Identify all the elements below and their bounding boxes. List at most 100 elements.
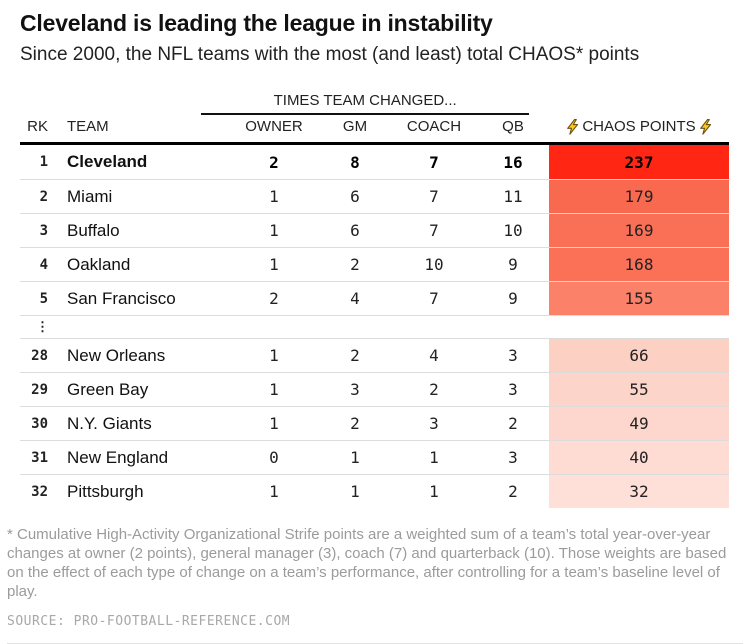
coach-cell: 7 xyxy=(429,152,439,172)
qb-cell: 10 xyxy=(503,221,523,240)
owner-cell: 1 xyxy=(269,187,279,206)
chaos-cell: 55 xyxy=(549,373,729,406)
column-group-label: TIMES TEAM CHANGED... xyxy=(201,92,530,115)
qb-cell: 2 xyxy=(508,482,518,501)
rank-cell: 4 xyxy=(39,256,48,273)
table-row-miami: 2 Miami 1 6 7 11 179 xyxy=(20,179,729,213)
owner-cell: 1 xyxy=(269,346,279,365)
gm-cell: 6 xyxy=(350,221,360,240)
gm-cell: 8 xyxy=(350,152,360,172)
table-ellipsis-row: ⋮ xyxy=(20,315,729,338)
owner-cell: 1 xyxy=(269,414,279,433)
coach-cell: 7 xyxy=(429,221,439,240)
col-header-rank: RK xyxy=(27,118,48,135)
table-header-row: RK TEAM OWNER GM COACH QB CHAOS POINTS xyxy=(20,115,729,145)
table-spanner-row: TIMES TEAM CHANGED... xyxy=(20,92,729,115)
coach-cell: 4 xyxy=(429,346,439,365)
rank-cell: 3 xyxy=(39,222,48,239)
coach-cell: 7 xyxy=(429,289,439,308)
chaos-cell: 66 xyxy=(549,339,729,372)
col-header-owner: OWNER xyxy=(245,118,303,135)
coach-cell: 3 xyxy=(429,414,439,433)
chaos-cell: 179 xyxy=(549,180,729,213)
table-row-green-bay: 29 Green Bay 1 3 2 3 55 xyxy=(20,372,729,406)
team-cell: Buffalo xyxy=(67,220,120,240)
chaos-cell: 155 xyxy=(549,282,729,315)
col-header-gm: GM xyxy=(342,118,368,135)
owner-cell: 1 xyxy=(269,221,279,240)
rank-cell: 29 xyxy=(31,381,48,398)
rank-cell: 1 xyxy=(39,154,48,170)
table-row-san-francisco: 5 San Francisco 2 4 7 9 155 xyxy=(20,281,729,315)
qb-cell: 2 xyxy=(508,414,518,433)
owner-cell: 0 xyxy=(269,448,279,467)
page-title: Cleveland is leading the league in insta… xyxy=(20,10,493,36)
chaos-table: TIMES TEAM CHANGED... RK TEAM OWNER GM C… xyxy=(20,92,729,508)
chaos-cell: 237 xyxy=(549,145,729,179)
rank-cell: 5 xyxy=(39,290,48,307)
table-row-oakland: 4 Oakland 1 2 10 9 168 xyxy=(20,247,729,281)
team-cell: Oakland xyxy=(67,254,131,274)
table-row-pittsburgh: 32 Pittsburgh 1 1 1 2 32 xyxy=(20,474,729,508)
qb-cell: 3 xyxy=(508,346,518,365)
lightning-bolt-icon xyxy=(699,118,712,135)
qb-cell: 3 xyxy=(508,380,518,399)
source-credit: SOURCE: PRO-FOOTBALL-REFERENCE.COM xyxy=(7,614,291,629)
team-cell: San Francisco xyxy=(67,288,176,308)
rank-cell: 30 xyxy=(31,415,48,432)
qb-cell: 16 xyxy=(503,152,523,172)
table-row-buffalo: 3 Buffalo 1 6 7 10 169 xyxy=(20,213,729,247)
qb-cell: 11 xyxy=(503,187,523,206)
col-header-qb: QB xyxy=(502,118,524,135)
chaos-table-graphic: Cleveland is leading the league in insta… xyxy=(0,10,748,644)
table-row-new-england: 31 New England 0 1 1 3 40 xyxy=(20,440,729,474)
col-header-chaos-label: CHAOS POINTS xyxy=(582,118,696,135)
rank-cell: 32 xyxy=(31,483,48,500)
owner-cell: 1 xyxy=(269,255,279,274)
chaos-cell: 168 xyxy=(549,248,729,281)
coach-cell: 1 xyxy=(429,482,439,501)
table-row-ny-giants: 30 N.Y. Giants 1 2 3 2 49 xyxy=(20,406,729,440)
owner-cell: 2 xyxy=(269,289,279,308)
coach-cell: 10 xyxy=(424,255,444,274)
qb-cell: 3 xyxy=(508,448,518,467)
gm-cell: 1 xyxy=(350,448,360,467)
page-subtitle: Since 2000, the NFL teams with the most … xyxy=(20,44,640,65)
owner-cell: 1 xyxy=(269,482,279,501)
chaos-cell: 49 xyxy=(549,407,729,440)
owner-cell: 2 xyxy=(269,152,279,172)
team-cell: New England xyxy=(67,447,169,467)
team-cell: Pittsburgh xyxy=(67,481,144,501)
gm-cell: 6 xyxy=(350,187,360,206)
ellipsis-glyph: ⋮ xyxy=(36,319,49,335)
col-header-coach: COACH xyxy=(406,118,462,135)
team-cell: N.Y. Giants xyxy=(67,413,152,433)
coach-cell: 1 xyxy=(429,448,439,467)
qb-cell: 9 xyxy=(508,289,518,308)
chaos-cell: 169 xyxy=(549,214,729,247)
qb-cell: 9 xyxy=(508,255,518,274)
gm-cell: 2 xyxy=(350,414,360,433)
col-header-chaos: CHAOS POINTS xyxy=(549,118,729,135)
gm-cell: 1 xyxy=(350,482,360,501)
gm-cell: 4 xyxy=(350,289,360,308)
team-cell: Miami xyxy=(67,186,113,206)
rank-cell: 2 xyxy=(39,188,48,205)
gm-cell: 3 xyxy=(350,380,360,399)
team-cell: New Orleans xyxy=(67,345,166,365)
rank-cell: 28 xyxy=(31,347,48,364)
gm-cell: 2 xyxy=(350,255,360,274)
col-header-team: TEAM xyxy=(67,118,109,135)
team-cell: Green Bay xyxy=(67,379,149,399)
coach-cell: 2 xyxy=(429,380,439,399)
chaos-cell: 32 xyxy=(549,475,729,508)
coach-cell: 7 xyxy=(429,187,439,206)
rank-cell: 31 xyxy=(31,449,48,466)
lightning-bolt-icon xyxy=(566,118,579,135)
footnote: * Cumulative High-Activity Organizationa… xyxy=(7,526,727,600)
owner-cell: 1 xyxy=(269,380,279,399)
table-row-cleveland: 1 Cleveland 2 8 7 16 237 xyxy=(20,145,729,179)
table-body: 1 Cleveland 2 8 7 16 237 2 Miami 1 6 7 1… xyxy=(20,145,729,508)
gm-cell: 2 xyxy=(350,346,360,365)
team-cell: Cleveland xyxy=(67,152,148,171)
